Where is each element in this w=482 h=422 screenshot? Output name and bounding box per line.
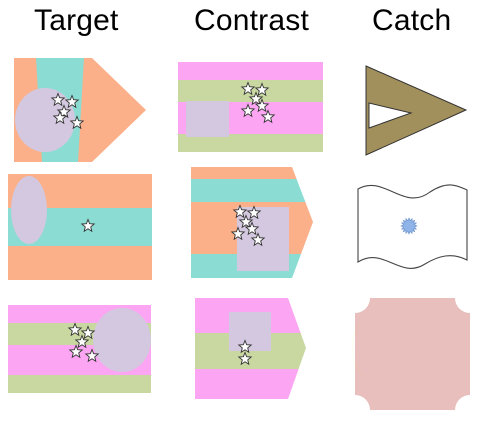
star-cluster bbox=[80, 218, 96, 233]
flag-target-row2 bbox=[8, 174, 152, 280]
flag-catch-row2 bbox=[357, 184, 468, 269]
star-icon bbox=[237, 351, 253, 366]
notched-square bbox=[355, 298, 470, 410]
star-cluster bbox=[230, 204, 266, 247]
starburst-emblem bbox=[400, 217, 418, 235]
flag-contrast-row1 bbox=[178, 62, 323, 152]
star-icon bbox=[80, 325, 96, 340]
star-icon bbox=[254, 98, 270, 113]
emblem-ellipse bbox=[15, 88, 75, 152]
header-target: Target bbox=[34, 4, 119, 37]
chevron-triangle bbox=[365, 65, 468, 156]
stripe bbox=[191, 167, 313, 179]
star-icon bbox=[260, 109, 276, 124]
starburst-icon bbox=[400, 217, 418, 235]
star-icon bbox=[246, 205, 262, 220]
flag-target-row1 bbox=[14, 58, 146, 162]
stripe bbox=[178, 62, 323, 80]
star-icon bbox=[240, 81, 256, 96]
star-icon bbox=[240, 103, 256, 118]
star-icon bbox=[238, 214, 254, 229]
star-icon bbox=[232, 204, 248, 219]
stripe bbox=[8, 375, 151, 393]
star-cluster bbox=[237, 339, 253, 366]
star-icon bbox=[237, 339, 253, 354]
emblem-ellipse bbox=[11, 176, 47, 244]
star-cluster bbox=[240, 81, 276, 124]
star-icon bbox=[230, 226, 246, 241]
star-icon bbox=[80, 218, 96, 233]
star-icon bbox=[64, 94, 80, 109]
emblem-ellipse bbox=[93, 308, 151, 372]
star-icon bbox=[254, 82, 270, 97]
star-cluster bbox=[50, 92, 85, 130]
star-icon bbox=[50, 92, 66, 107]
star-icon bbox=[250, 232, 266, 247]
header-catch: Catch bbox=[372, 4, 452, 37]
flag-contrast-row3 bbox=[195, 298, 306, 399]
stripe bbox=[191, 179, 313, 202]
star-icon bbox=[67, 322, 83, 337]
flag-catch-row3 bbox=[351, 298, 470, 410]
stripe bbox=[178, 134, 323, 152]
star-cluster bbox=[67, 322, 100, 363]
star-icon bbox=[74, 334, 90, 349]
flag-target-row3 bbox=[8, 305, 151, 393]
star-icon bbox=[68, 344, 84, 359]
star-icon bbox=[84, 348, 100, 363]
stripe bbox=[195, 369, 306, 399]
flag-contrast-row2 bbox=[191, 167, 313, 278]
star-icon bbox=[56, 104, 72, 119]
stripe bbox=[8, 246, 152, 280]
star-icon bbox=[52, 110, 68, 125]
header-contrast: Contrast bbox=[194, 4, 309, 37]
flag-catch-row1 bbox=[365, 65, 468, 156]
star-icon bbox=[69, 115, 85, 130]
emblem-rectangle bbox=[186, 101, 229, 137]
star-icon bbox=[248, 91, 264, 106]
star-icon bbox=[244, 221, 260, 236]
